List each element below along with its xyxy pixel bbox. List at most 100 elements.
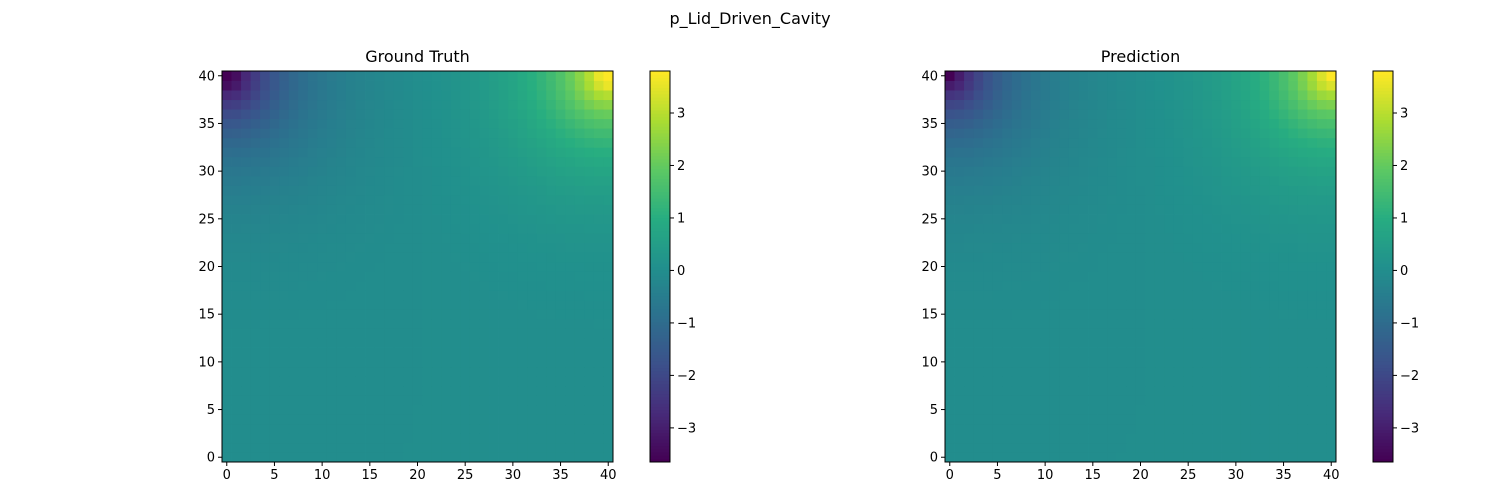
heatmap-cell — [460, 452, 471, 463]
heatmap-cell — [374, 252, 385, 263]
heatmap-cell — [1326, 223, 1337, 234]
heatmap-cell — [1049, 318, 1060, 329]
heatmap-cell — [1164, 385, 1175, 396]
heatmap-cell — [469, 194, 480, 205]
x-tick-label: 35 — [1275, 468, 1292, 483]
heatmap-cell — [374, 147, 385, 158]
heatmap-cell — [1231, 233, 1242, 244]
heatmap-cell — [973, 233, 984, 244]
heatmap-cell — [1107, 309, 1118, 320]
heatmap-cell — [422, 280, 433, 291]
heatmap-cell — [964, 376, 975, 387]
heatmap-cell — [574, 280, 585, 291]
heatmap-cell — [1154, 147, 1165, 158]
heatmap-cell — [1164, 194, 1175, 205]
heatmap-cell — [1316, 80, 1327, 91]
colorbar-segment — [650, 74, 670, 79]
heatmap-cell — [1288, 328, 1299, 339]
heatmap-cell — [1240, 366, 1251, 377]
heatmap-cell — [574, 137, 585, 148]
heatmap-cell — [1173, 185, 1184, 196]
heatmap-cell — [1288, 280, 1299, 291]
colorbar-segment — [1373, 103, 1393, 108]
heatmap-cell — [945, 166, 955, 177]
heatmap-cell — [1049, 385, 1060, 396]
heatmap-cell — [1269, 118, 1280, 129]
heatmap-cell — [1221, 433, 1232, 444]
heatmap-cell — [336, 175, 347, 186]
heatmap-cell — [479, 175, 490, 186]
heatmap-cell — [1002, 290, 1013, 301]
heatmap-cell — [603, 347, 614, 358]
heatmap-cell — [1030, 404, 1041, 415]
heatmap-cell — [1183, 299, 1194, 310]
heatmap-cell — [1259, 166, 1270, 177]
heatmap-cell — [250, 385, 261, 396]
heatmap-cell — [1307, 299, 1318, 310]
heatmap-cell — [1278, 156, 1289, 167]
heatmap-cell — [269, 385, 280, 396]
colorbar-segment — [650, 432, 670, 437]
heatmap-cell — [1269, 404, 1280, 415]
heatmap-cell — [1030, 280, 1041, 291]
heatmap-cell — [593, 366, 604, 377]
heatmap-cell — [403, 271, 414, 282]
heatmap-cell — [1002, 99, 1013, 110]
heatmap-cell — [250, 452, 261, 463]
heatmap-cell — [498, 309, 509, 320]
heatmap-cell — [450, 128, 461, 139]
colorbar-segment — [650, 315, 670, 320]
heatmap-cell — [345, 223, 356, 234]
heatmap-cell — [431, 118, 442, 129]
heatmap-cell — [1231, 442, 1242, 453]
heatmap-cell — [565, 128, 576, 139]
heatmap-cell — [1030, 223, 1041, 234]
heatmap-cell — [1107, 290, 1118, 301]
heatmap-cell — [546, 328, 557, 339]
heatmap-cell — [1183, 433, 1194, 444]
heatmap-cell — [1059, 223, 1070, 234]
heatmap-cell — [1078, 376, 1089, 387]
heatmap-cell — [469, 90, 480, 101]
heatmap-cell — [1116, 242, 1127, 253]
heatmap-cell — [555, 376, 566, 387]
heatmap-cell — [298, 385, 309, 396]
heatmap-cell — [317, 423, 328, 434]
heatmap-cell — [1316, 433, 1327, 444]
heatmap-cell — [1154, 280, 1165, 291]
heatmap-cell — [1192, 318, 1203, 329]
heatmap-cell — [593, 194, 604, 205]
heatmap-cell — [1183, 338, 1194, 348]
heatmap-cell — [279, 80, 290, 91]
heatmap-cell — [1231, 99, 1242, 110]
heatmap-cell — [1259, 357, 1270, 368]
heatmap-cell — [517, 223, 528, 234]
heatmap-cell — [1164, 233, 1175, 244]
heatmap-cell — [336, 404, 347, 415]
heatmap-cell — [412, 214, 423, 224]
heatmap-cell — [945, 385, 955, 396]
heatmap-cell — [1097, 338, 1108, 348]
heatmap-cell — [345, 118, 356, 129]
heatmap-cell — [1088, 185, 1098, 196]
heatmap-cell — [1164, 204, 1175, 215]
heatmap-cell — [1002, 404, 1013, 415]
heatmap-cell — [403, 204, 414, 215]
heatmap-cell — [546, 90, 557, 101]
heatmap-cell — [336, 318, 347, 329]
heatmap-cell — [489, 185, 499, 196]
heatmap-cell — [1250, 414, 1261, 425]
heatmap-cell — [517, 71, 528, 81]
heatmap-cell — [412, 452, 423, 463]
heatmap-cell — [1316, 376, 1327, 387]
heatmap-cell — [1116, 338, 1127, 348]
heatmap-cell — [384, 166, 395, 177]
heatmap-cell — [431, 290, 442, 301]
heatmap-cell — [479, 99, 490, 110]
heatmap-cell — [412, 376, 423, 387]
heatmap-cell — [250, 357, 261, 368]
heatmap-cell — [326, 423, 337, 434]
heatmap-cell — [241, 109, 252, 120]
heatmap-cell — [393, 271, 404, 282]
heatmap-cell — [326, 271, 337, 282]
